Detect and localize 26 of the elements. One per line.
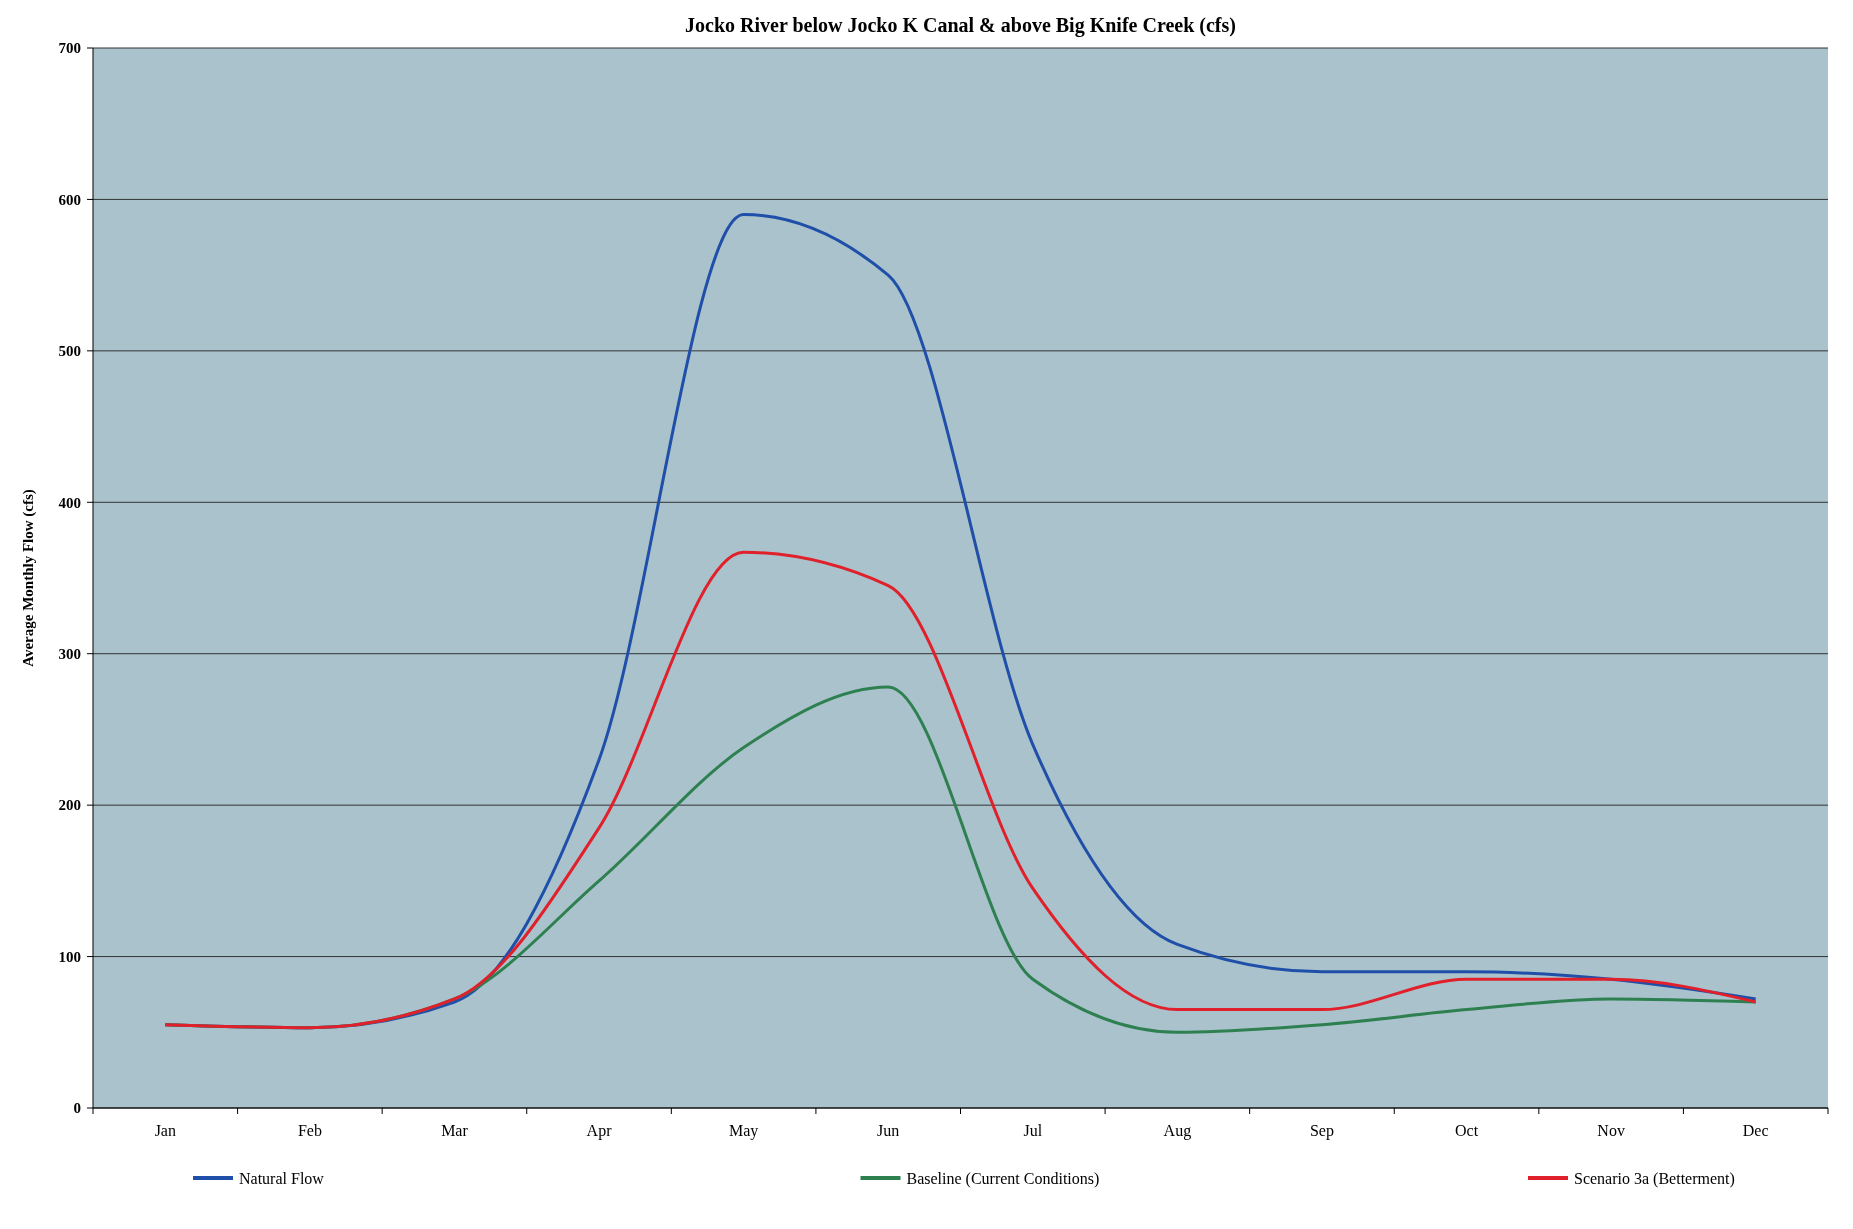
legend-label: Natural Flow [239,1169,325,1187]
x-tick-label: Jul [1023,1122,1043,1139]
legend-label: Baseline (Current Conditions) [906,1169,1100,1188]
x-tick-label: Feb [297,1122,322,1139]
x-tick-label: Apr [586,1122,613,1140]
y-tick-label: 500 [58,343,81,360]
x-tick-label: Dec [1742,1122,1769,1139]
y-axis-title: Average Monthly Flow (cfs) [20,489,37,667]
legend-label: Scenario 3a (Betterment) [1574,1169,1735,1188]
y-tick-label: 100 [58,948,81,965]
x-tick-label: Mar [441,1122,469,1139]
chart-title: Jocko River below Jocko K Canal & above Big Knife Creek (cfs) [685,14,1236,37]
y-tick-label: 200 [58,797,81,814]
line-series [163,550,1758,1030]
x-tick-label: Aug [1163,1122,1192,1140]
y-tick-label: 700 [58,40,81,57]
y-tick-label: 600 [58,191,81,208]
x-tick-label: Nov [1597,1122,1625,1139]
y-tick-label: 0 [73,1100,81,1117]
x-tick-label: Jan [154,1122,176,1139]
x-tick-label: Jun [877,1122,900,1139]
x-tick-label: Oct [1454,1122,1479,1139]
y-tick-label: 400 [58,494,81,511]
x-tick-label: May [728,1122,759,1140]
x-tick-label: Sep [1309,1122,1334,1140]
y-tick-label: 300 [58,645,81,662]
